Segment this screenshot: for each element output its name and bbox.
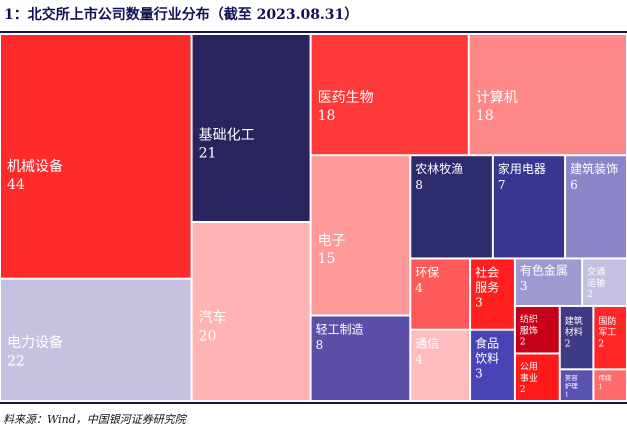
treemap-cell-rect xyxy=(411,156,492,258)
treemap-cell-rect xyxy=(566,156,626,258)
treemap-cell: 机械设备 44 xyxy=(1,35,191,278)
treemap-cell-rect xyxy=(515,306,559,353)
treemap-label: 通信 xyxy=(415,337,439,351)
source-note: 料来源：Wind，中国银河证券研究院 xyxy=(3,413,186,426)
treemap-cell-rect xyxy=(192,222,310,400)
treemap-cell-rect xyxy=(311,156,410,315)
treemap-cell-rect xyxy=(411,259,470,329)
treemap-cell-rect xyxy=(594,306,626,369)
treemap-cell: 传媒1 xyxy=(594,370,626,400)
chart-title: 1：北交所上市公司数量行业分布（截至 2023.08.31） xyxy=(4,7,359,23)
treemap-label: 计算机 xyxy=(476,90,518,106)
treemap-label: 有色金属 xyxy=(520,263,568,278)
treemap-value: 4 xyxy=(415,352,423,366)
treemap-value: 2 xyxy=(587,290,593,300)
title-rule xyxy=(0,31,627,33)
treemap-cell-rect xyxy=(583,259,626,305)
source-rule xyxy=(0,402,627,404)
treemap-cell-rect xyxy=(560,370,593,400)
treemap-label: 社会服务 xyxy=(475,264,499,294)
treemap-label: 家用电器 xyxy=(498,161,546,176)
treemap-cell-rect xyxy=(493,156,565,258)
treemap-value: 15 xyxy=(318,251,336,267)
treemap-chart: 机械设备44电力设备22基础化工21汽车20医药生物18计算机18电子15轻工制… xyxy=(1,35,626,400)
treemap-value: 1 xyxy=(598,383,602,391)
treemap-value: 3 xyxy=(520,279,528,293)
treemap-cell: 纺织服饰 2 xyxy=(515,306,559,353)
treemap-value: 2 xyxy=(520,385,526,395)
treemap-value: 2 xyxy=(598,339,604,349)
treemap-cell: 汽车 20 xyxy=(192,222,310,400)
treemap-label: 基础化工 xyxy=(199,126,255,143)
treemap-cell-rect xyxy=(1,279,191,400)
treemap-cell-rect xyxy=(471,330,514,400)
treemap-cell: 通信4 xyxy=(411,330,470,400)
treemap-label: 建筑装饰 xyxy=(570,161,618,176)
treemap-label: 建筑材料 xyxy=(565,315,583,338)
treemap-value: 18 xyxy=(318,108,336,124)
treemap-cell-rect xyxy=(471,259,514,329)
treemap-value: 22 xyxy=(7,353,25,369)
treemap-cell: 环保 4 xyxy=(411,259,470,329)
treemap-cell-rect xyxy=(560,306,593,369)
treemap-label: 农林牧渔 xyxy=(415,162,463,176)
treemap-label: 机械设备 xyxy=(7,158,63,175)
treemap-cell: 计算机 18 xyxy=(469,35,626,155)
treemap-cell-rect xyxy=(1,35,191,278)
treemap-value: 2 xyxy=(565,339,571,349)
treemap-label: 环保 xyxy=(415,265,439,279)
treemap-label: 电力设备 xyxy=(7,334,63,351)
treemap-cell: 建筑装饰 6 xyxy=(566,156,626,258)
treemap-value: 2 xyxy=(520,338,526,348)
treemap-cell-rect xyxy=(311,35,468,155)
treemap-label: 电子 xyxy=(318,233,346,249)
treemap-cell: 电子 15 xyxy=(311,156,410,315)
treemap-cell-rect xyxy=(515,259,582,305)
treemap-cell-rect xyxy=(594,370,626,400)
treemap-label: 食品饮料 xyxy=(475,336,499,366)
treemap-value: 4 xyxy=(415,281,423,295)
treemap-label: 轻工制造 xyxy=(316,323,364,337)
treemap-cell-rect xyxy=(192,35,310,221)
treemap-value: 8 xyxy=(415,178,423,192)
treemap-value: 7 xyxy=(498,178,506,192)
treemap-value: 6 xyxy=(570,178,578,192)
treemap-cell: 电力设备 22 xyxy=(1,279,191,400)
treemap-value: 1 xyxy=(565,390,569,398)
treemap-cell-rect xyxy=(311,316,410,400)
treemap-cell: 农林牧渔 8 xyxy=(411,156,492,258)
treemap-cell: 家用电器 7 xyxy=(493,156,565,258)
treemap-label: 公用事业 xyxy=(520,362,538,384)
treemap-cell-rect xyxy=(469,35,626,155)
treemap-label: 医药生物 xyxy=(318,90,374,106)
treemap-label: 纺织服饰 xyxy=(520,313,538,336)
treemap-cell-rect xyxy=(411,330,470,400)
treemap-cell: 医药生物 18 xyxy=(311,35,468,155)
treemap-value: 44 xyxy=(7,177,25,193)
treemap-value: 3 xyxy=(475,295,483,309)
treemap-value: 8 xyxy=(316,338,324,352)
treemap-label: 交通运输 xyxy=(587,266,605,289)
treemap-label: 国防军工 xyxy=(598,315,616,338)
treemap-label: 传媒 xyxy=(598,373,612,382)
treemap-cell: 基础化工 21 xyxy=(192,35,310,221)
treemap-label: 汽车 xyxy=(199,309,227,326)
treemap-value: 3 xyxy=(475,367,483,381)
treemap-cell-rect xyxy=(515,354,559,400)
treemap-value: 18 xyxy=(476,108,494,124)
treemap-label: 美容护理 xyxy=(565,373,579,390)
treemap-value: 21 xyxy=(199,145,217,161)
treemap-value: 20 xyxy=(199,328,217,344)
